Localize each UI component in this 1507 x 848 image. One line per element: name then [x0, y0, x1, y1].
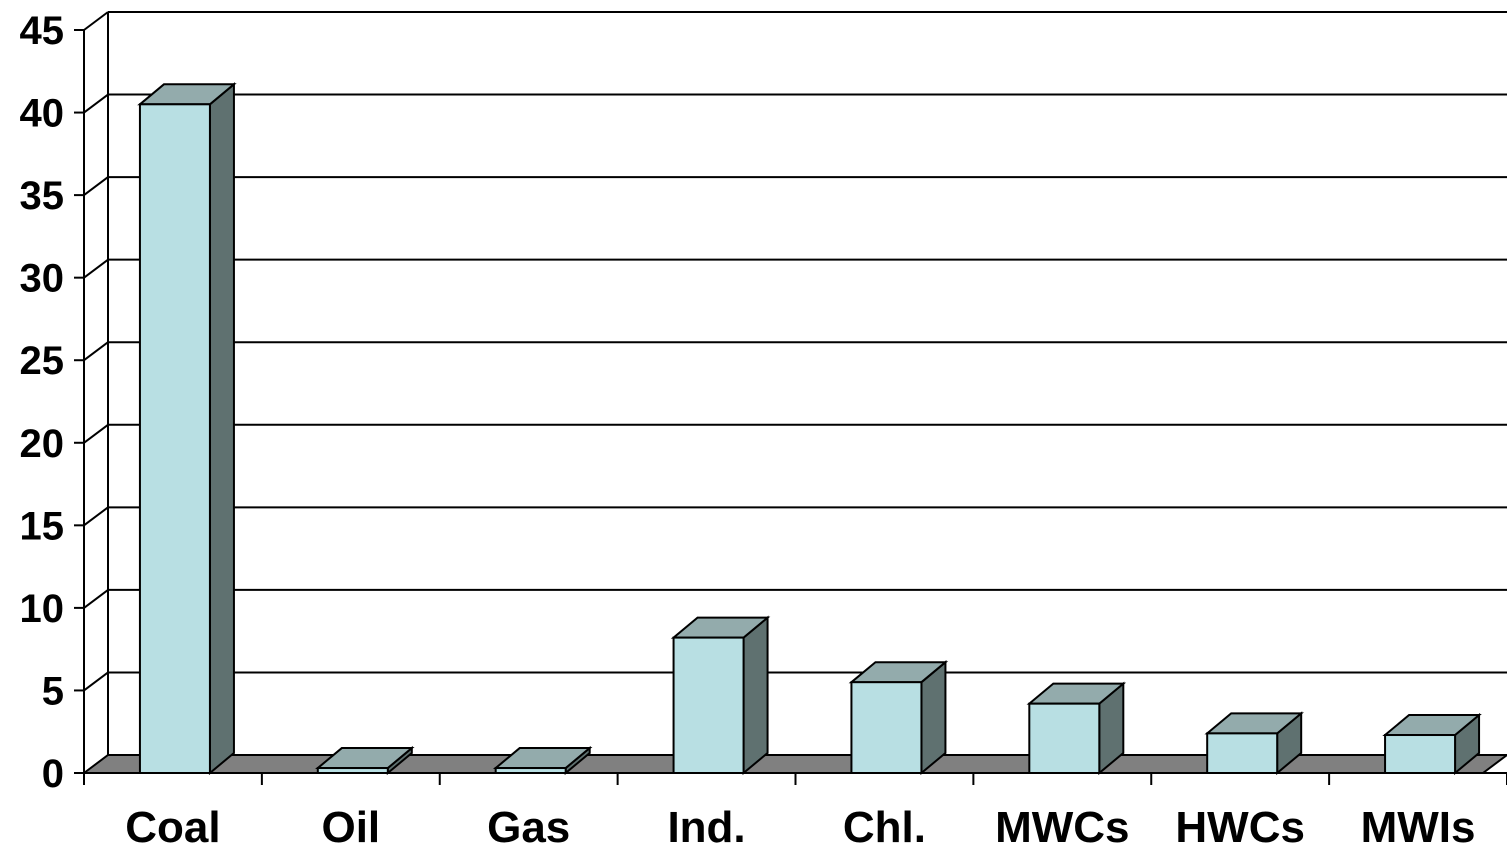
x-category-label: MWCs — [995, 803, 1129, 848]
gridline-depth — [83, 258, 109, 279]
bar-gas — [492, 745, 593, 776]
bar-front — [850, 681, 923, 775]
y-tick-label: 45 — [20, 9, 65, 53]
y-tick-label: 0 — [42, 752, 64, 796]
gridline-depth — [83, 423, 109, 444]
bar-coal — [137, 82, 237, 776]
gridline-depth — [83, 671, 109, 692]
bar-front — [1028, 702, 1101, 774]
y-tick-label: 35 — [20, 174, 65, 218]
x-category-label: Oil — [321, 803, 380, 848]
gridline-depth — [83, 93, 109, 114]
bar-mwis — [1382, 712, 1482, 776]
y-tick-label: 10 — [20, 587, 65, 631]
x-category-label: Ind. — [667, 803, 745, 848]
bar-front — [672, 636, 745, 774]
bars — [137, 82, 1482, 776]
y-tick-label: 25 — [20, 339, 65, 383]
bar-oil — [315, 745, 415, 776]
gridline-depth — [83, 589, 109, 609]
bar-side — [208, 82, 235, 776]
y-tick-label: 20 — [20, 422, 65, 466]
bar-front — [1206, 732, 1279, 775]
bar-side — [742, 615, 769, 776]
bar-chl — [848, 660, 949, 776]
bar-ind — [670, 615, 771, 776]
bar-mwcs — [1026, 681, 1127, 776]
y-tick-label: 30 — [20, 257, 65, 301]
y-axis: 0 5 10 15 20 25 30 35 40 45 — [20, 9, 85, 796]
x-category-label: Coal — [125, 803, 220, 848]
gridlines — [83, 11, 1507, 755]
gridline-depth — [83, 341, 109, 362]
gridline-depth — [83, 11, 109, 31]
x-category-label: HWCs — [1175, 803, 1305, 848]
bar-hwcs — [1204, 711, 1304, 776]
y-tick-label: 5 — [42, 669, 64, 713]
x-category-label: MWIs — [1361, 803, 1476, 848]
x-category-label: Chl. — [843, 803, 926, 848]
y-tick-label: 15 — [20, 504, 65, 548]
bar-front — [138, 103, 211, 775]
y-tick-label: 40 — [20, 92, 65, 136]
x-axis: Coal Oil Gas Ind. Chl. MWCs HWCs MWIs — [83, 772, 1507, 848]
gridline-depth — [83, 176, 109, 196]
gridline-depth — [83, 506, 109, 527]
x-category-label: Gas — [487, 803, 570, 848]
bar-front — [1384, 734, 1457, 774]
